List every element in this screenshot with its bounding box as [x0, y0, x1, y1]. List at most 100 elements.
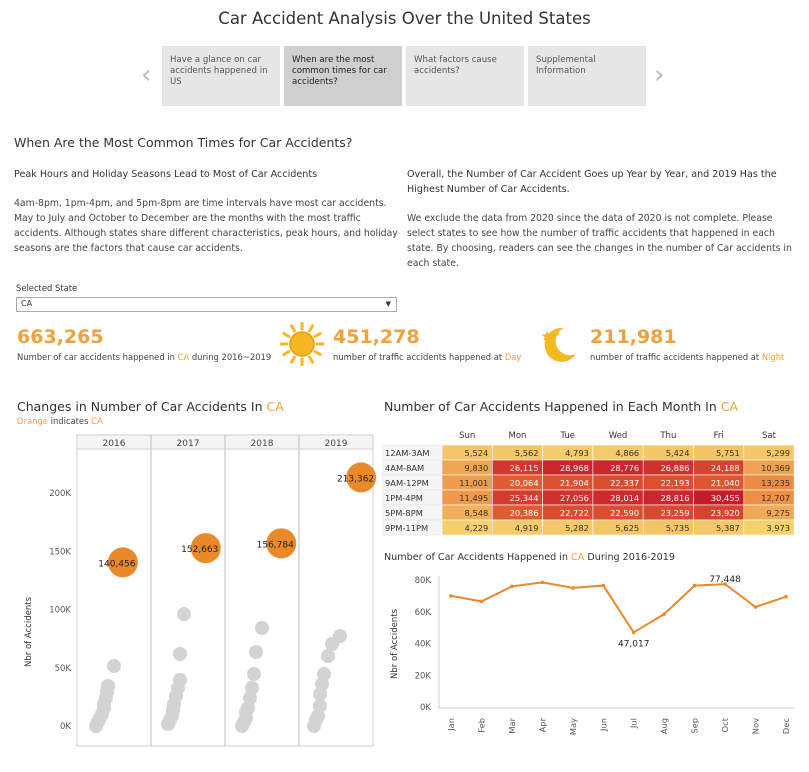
other-state-dot: [333, 629, 347, 643]
other-state-dot: [309, 713, 323, 727]
heatmap-row-label: 4AM-8AM: [385, 463, 424, 473]
y-tick-label: 200K: [49, 489, 71, 499]
y-tick-label: 40K: [415, 640, 432, 650]
heatmap-cell-value: 12,707: [761, 493, 790, 503]
chevron-down-icon: ▼: [385, 300, 391, 308]
y-tick-label: 50K: [55, 664, 72, 674]
sun-icon: [280, 322, 324, 366]
yearly-scatter-chart: 2016 2017 2018 2019 0K 50K 100K 150K 200K Nbr of …: [24, 434, 377, 747]
heatmap-cell-value: 4,793: [565, 448, 589, 458]
monthly-point: [571, 586, 575, 590]
monthly-point: [662, 612, 666, 616]
heatmap-day-header: Mon: [508, 431, 526, 441]
heatmap-cell-value: 10,369: [761, 463, 790, 473]
heatmap-cell-value: 28,816: [660, 493, 689, 503]
ca-dot: [190, 533, 221, 564]
y-tick-label: 80K: [415, 576, 432, 586]
x-tick-label: Nov: [751, 718, 761, 734]
heatmap-cell-value: 21,040: [711, 478, 740, 488]
kpi-day-caption: number of traffic accidents happened at …: [333, 352, 522, 362]
heatmap-row-label: 9PM-11PM: [385, 523, 428, 533]
other-state-dot: [97, 697, 111, 711]
heatmap-cell-value: 22,722: [560, 508, 589, 518]
heatmap-chart: Sun Mon Tue Wed Thu Fri Sat 12AM-3AM 5,524 5,562 4…: [382, 431, 795, 536]
sun-ray: [313, 332, 322, 338]
heatmap-cell-value: 3,973: [766, 523, 790, 533]
sun-ray: [282, 332, 291, 338]
year-header-label: 2019: [325, 439, 348, 449]
other-state-dot: [255, 621, 269, 635]
heatmap-cell-value: 11,001: [459, 478, 488, 488]
left-body: 4am-8pm, 1pm-4pm, and 5pm-8pm are time i…: [14, 198, 398, 254]
monthly-point: [692, 583, 697, 588]
monthly-point: [753, 605, 758, 609]
nav-button-overview[interactable]: Have a glance on car accidents happened …: [162, 46, 280, 106]
heatmap-cell-value: 5,625: [615, 523, 639, 533]
state-select[interactable]: CA ▼: [16, 297, 397, 312]
nav-button-supplemental[interactable]: Supplemental Information: [528, 46, 646, 106]
heatmap-cell-value: 23,920: [711, 508, 740, 518]
heatmap-row-label: 1PM-4PM: [385, 493, 423, 503]
heatmap-cell-value: 28,014: [610, 493, 639, 503]
monthly-point: [784, 594, 788, 599]
x-tick-label: Jan: [446, 718, 456, 732]
other-state-dot: [321, 649, 335, 663]
nav-button-factors[interactable]: What factors cause accidents?: [406, 46, 524, 106]
y-tick-label: 0K: [60, 722, 71, 732]
y-axis-label: Nbr of Accidents: [24, 596, 34, 667]
ca-dot-label: 213,362: [337, 474, 374, 484]
heatmap-cell-value: 4,229: [465, 523, 489, 533]
ca-dot-label: 140,456: [98, 559, 135, 569]
heatmap-title: Number of Car Accidents Happened in Each…: [384, 399, 739, 414]
monthly-point: [510, 584, 514, 589]
x-tick-label: Jun: [598, 718, 608, 732]
other-state-dot: [247, 667, 261, 681]
year-header-label: 2017: [177, 439, 200, 449]
right-heading: Overall, the Number of Car Accident Goes…: [407, 169, 777, 195]
monthly-line-chart: 0K 20K 40K 60K 80K Nbr of Accidents Jan Feb Mar A…: [390, 575, 794, 735]
prev-arrow-icon[interactable]: ‹: [141, 60, 152, 90]
heatmap-cell-value: 28,776: [610, 463, 639, 473]
heatmap-cell-value: 22,337: [610, 478, 639, 488]
heatmap-cell-value: 5,387: [716, 523, 740, 533]
heatmap-cell-value: 30,455: [711, 493, 740, 503]
x-tick-label: Apr: [537, 717, 547, 732]
heatmap-cell-value: 11,495: [459, 493, 488, 503]
heatmap-cell-value: 24,188: [711, 463, 740, 473]
year-header-label: 2016: [103, 439, 126, 449]
y-tick-label: 100K: [49, 606, 71, 616]
heatmap-cell-value: 5,299: [766, 448, 790, 458]
other-state-dot: [177, 607, 191, 621]
other-state-dot: [245, 681, 259, 695]
ca-dot: [107, 547, 138, 578]
other-state-dot: [100, 685, 114, 699]
heatmap-cell-value: 28,968: [560, 463, 589, 473]
ca-dot-label: 156,784: [257, 540, 294, 550]
nav-button-common-times[interactable]: When are the most common times for car a…: [284, 46, 402, 106]
kpi-total-value: 663,265: [17, 326, 104, 348]
monthly-chart-title: Number of Car Accidents Happened in CA D…: [384, 552, 675, 563]
heatmap-cell-value: 4,866: [615, 448, 639, 458]
monthly-point: [540, 580, 545, 585]
heatmap-cell-value: 27,056: [560, 493, 589, 503]
x-tick-label: Sep: [690, 718, 700, 734]
other-state-dot: [313, 699, 327, 713]
ca-dot-label: 152,663: [181, 545, 218, 555]
heatmap-cell-value: 5,424: [666, 448, 690, 458]
x-tick-label: Oct: [720, 717, 730, 732]
x-tick-label: Dec: [781, 718, 791, 734]
x-tick-label: Feb: [476, 718, 486, 733]
next-arrow-icon[interactable]: ›: [654, 60, 665, 90]
state-select-value: CA: [21, 299, 33, 308]
monthly-point-label: 47,017: [618, 639, 650, 649]
kpi-total-caption: Number of car accidents happened in CA d…: [17, 352, 272, 362]
y-tick-label: 20K: [415, 671, 432, 681]
monthly-point: [479, 599, 484, 604]
left-heading: Peak Hours and Holiday Seasons Lead to M…: [14, 169, 318, 180]
sun-ray: [308, 355, 314, 364]
heatmap-cell-value: 8,548: [465, 508, 489, 518]
year-header-label: 2018: [251, 439, 274, 449]
heatmap-cell-value: 21,904: [560, 478, 589, 488]
page-title: Car Accident Analysis Over the United St…: [218, 9, 591, 28]
heatmap-cell-value: 9,275: [766, 508, 790, 518]
